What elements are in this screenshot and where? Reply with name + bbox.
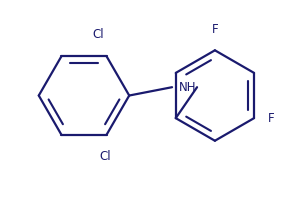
Text: NH: NH [179,81,197,94]
Text: Cl: Cl [100,150,111,163]
Text: Cl: Cl [92,28,104,41]
Text: F: F [212,23,218,36]
Text: F: F [268,112,275,125]
